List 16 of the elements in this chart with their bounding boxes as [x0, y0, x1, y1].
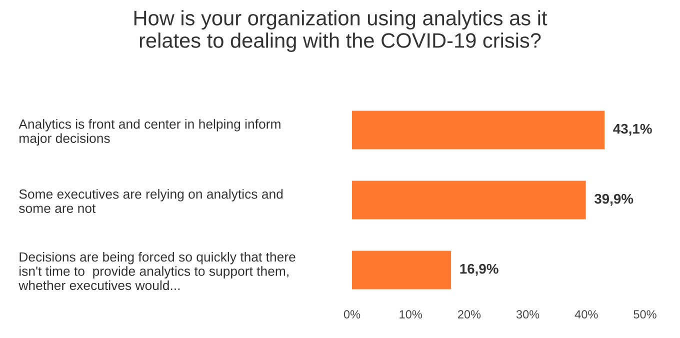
data-label: 16,9%: [460, 264, 498, 276]
x-tick-label: 10%: [400, 310, 422, 319]
x-tick-label: 20%: [458, 310, 481, 319]
x-tick-label: 50%: [634, 310, 656, 319]
bar: [352, 250, 452, 290]
y-tick-label: Some executives are relying on analytics and some are not: [19, 189, 283, 213]
y-tick-label: Analytics is front and center in helping inform major decisions: [18, 119, 280, 146]
x-tick-label: 40%: [574, 310, 598, 319]
y-tick-label: Decisions are being forced so quickly that there isn't time to provide analytics to support them, whether executives would...: [18, 252, 296, 290]
bar: [352, 110, 605, 150]
x-tick-label: 30%: [516, 310, 540, 319]
x-tick-label: 0%: [344, 310, 360, 319]
bar: [352, 180, 586, 220]
data-label: 39,9%: [594, 194, 634, 206]
data-label: 43,1%: [613, 124, 652, 136]
chart-title: How is your organization using analytics as it relates to dealing with the COVID-19 crisis?: [134, 10, 548, 52]
